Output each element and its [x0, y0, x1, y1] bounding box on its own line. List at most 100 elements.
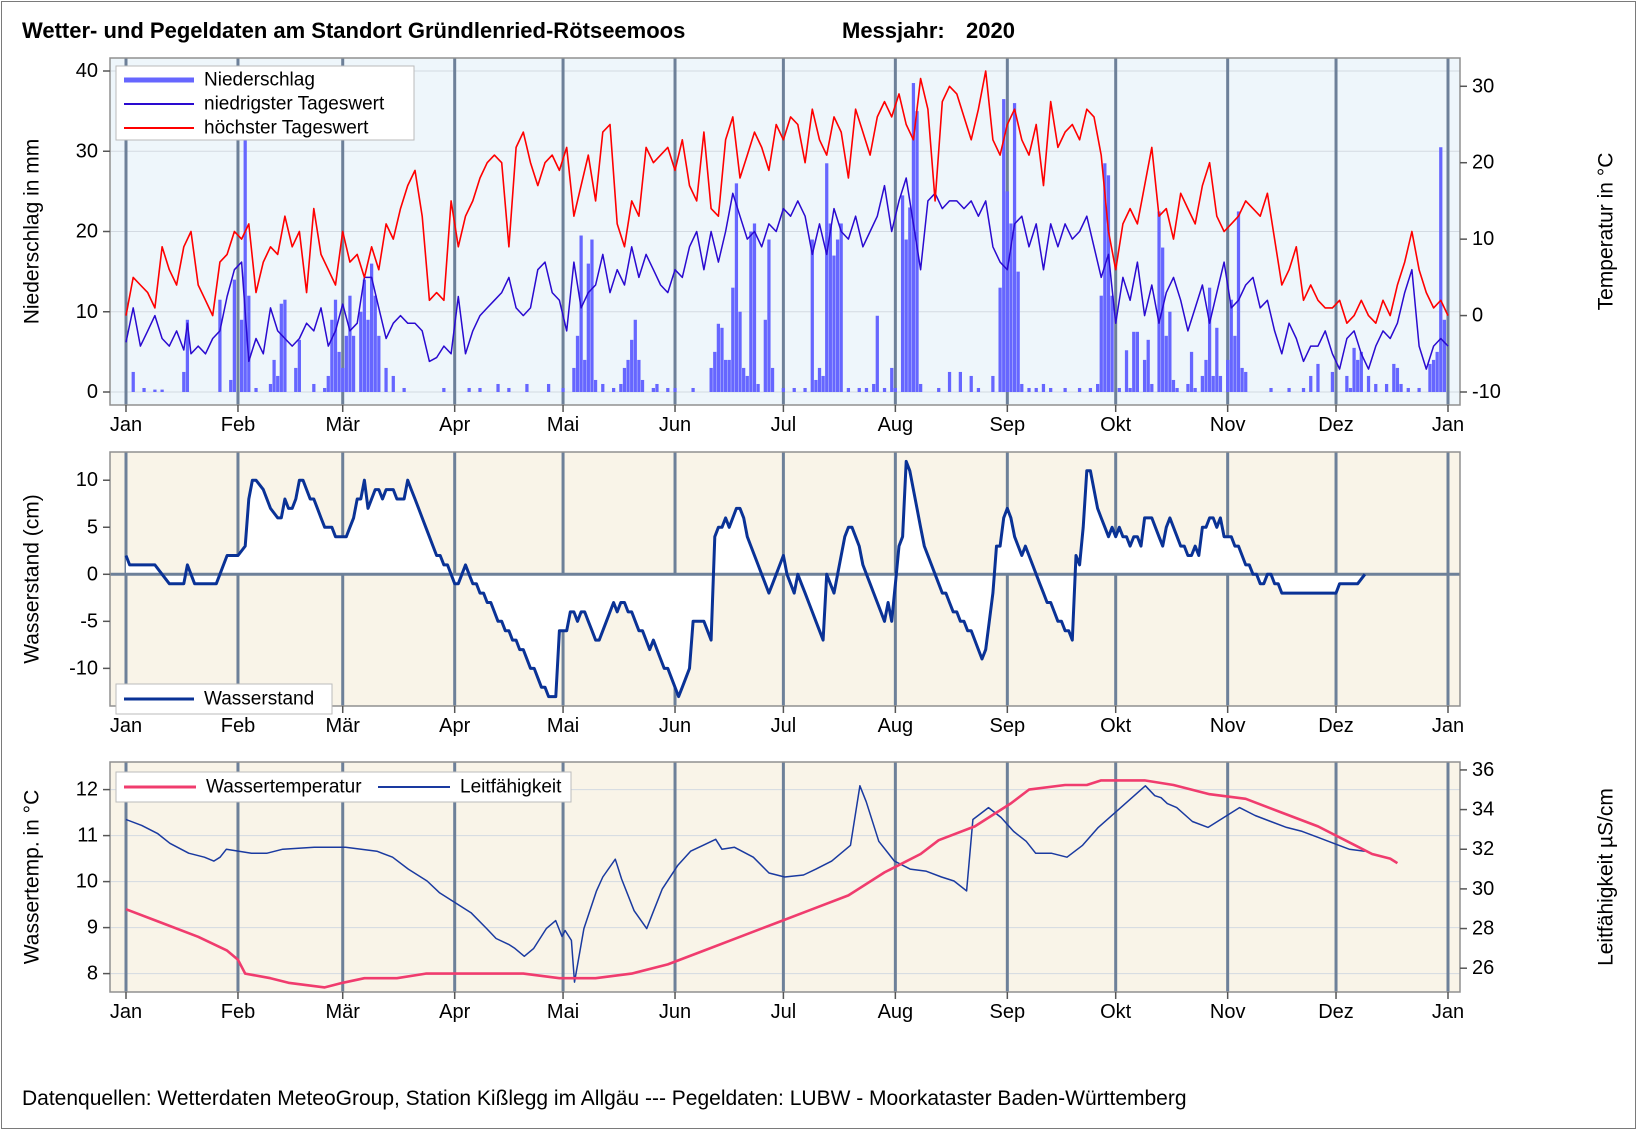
precipitation-bar — [1233, 335, 1237, 392]
precip-panel-legend-label: Niederschlag — [204, 70, 315, 91]
precipitation-bar — [651, 387, 655, 392]
precipitation-bar — [1088, 387, 1093, 392]
watertemp-panel-y2-tick-label: 30 — [1472, 878, 1494, 900]
precip-panel-legend-label: höchster Tageswert — [204, 118, 369, 139]
precipitation-bar — [749, 231, 753, 392]
precipitation-bar — [1193, 387, 1197, 392]
precipitation-bar — [1207, 287, 1212, 392]
precipitation-bar — [1041, 383, 1046, 392]
watertemp-panel-x-tick-label: Jan — [110, 1001, 142, 1023]
precipitation-bar — [1175, 387, 1179, 392]
watertemp-panel-legend-label: Wassertemperatur — [206, 777, 362, 798]
precipitation-bar — [182, 371, 186, 392]
precipitation-bar — [153, 389, 157, 392]
precipitation-bar — [1132, 331, 1136, 392]
precipitation-bar — [947, 371, 952, 392]
precip-panel-x-tick-label: Jun — [659, 414, 691, 436]
precipitation-bar — [727, 359, 731, 392]
precipitation-bar — [348, 295, 352, 392]
precipitation-bar — [666, 387, 670, 392]
precipitation-bar — [655, 383, 659, 392]
precipitation-bar — [1157, 211, 1161, 392]
precipitation-bar — [1269, 387, 1273, 392]
watertemp-panel-y-tick-label: 10 — [76, 871, 98, 893]
level-panel-y-tick-label: -5 — [80, 610, 98, 632]
precipitation-bar — [1142, 359, 1147, 392]
precipitation-bar — [1428, 363, 1432, 392]
precipitation-bar — [268, 383, 273, 392]
precipitation-bar — [160, 389, 164, 392]
precipitation-bar — [1359, 351, 1363, 392]
precipitation-bar — [1189, 351, 1194, 392]
precipitation-bar — [626, 359, 630, 392]
watertemp-panel-x-tick-label: Sep — [990, 1001, 1026, 1023]
precip-panel-x-tick-label: Dez — [1318, 414, 1354, 436]
watertemp-panel-x-tick-label: Nov — [1210, 1001, 1246, 1023]
precipitation-bar — [1366, 375, 1371, 392]
precip-panel-x-tick-label: Okt — [1100, 414, 1132, 436]
precipitation-bar — [341, 367, 345, 392]
precipitation-bar — [637, 359, 641, 392]
precipitation-bar — [333, 299, 338, 392]
precipitation-bar — [846, 387, 851, 392]
precipitation-bar — [507, 387, 511, 392]
precipitation-bar — [911, 83, 916, 392]
precipitation-bar — [1099, 295, 1103, 392]
precipitation-bar — [1345, 375, 1349, 392]
precipitation-bar — [738, 311, 742, 392]
precipitation-bar — [391, 375, 395, 392]
precipitation-bar — [742, 367, 746, 392]
precipitation-bar — [1352, 347, 1356, 392]
precipitation-bar — [763, 319, 767, 392]
precipitation-bar — [351, 335, 356, 392]
precip-panel-y-tick-label: 20 — [76, 221, 98, 243]
precipitation-bar — [254, 387, 258, 392]
precipitation-bar — [1150, 383, 1154, 392]
precipitation-bar — [767, 239, 771, 392]
watertemp-panel-x-tick-label: Jan — [1432, 1001, 1464, 1023]
precipitation-bar — [1135, 331, 1139, 392]
watertemp-panel-y-tick-label: 11 — [77, 825, 98, 847]
precipitation-bar — [709, 367, 713, 392]
precipitation-bar — [601, 383, 605, 392]
precipitation-bar — [312, 383, 316, 392]
level-panel-y-tick-label: 5 — [87, 516, 98, 538]
precipitation-bar — [359, 311, 363, 392]
precip-panel-x-tick-label: Feb — [221, 414, 255, 436]
watertemp-panel-y2-tick-label: 36 — [1472, 759, 1494, 781]
precipitation-bar — [561, 387, 565, 392]
precipitation-bar — [723, 359, 728, 392]
precipitation-bar — [908, 207, 912, 392]
precipitation-bar — [593, 379, 598, 392]
precipitation-bar — [1287, 387, 1291, 392]
watertemp-panel-y2-tick-label: 26 — [1472, 957, 1494, 979]
precipitation-bar — [243, 139, 247, 392]
precipitation-bar — [1439, 147, 1443, 392]
precip-panel-y2-tick-label: 20 — [1472, 152, 1494, 174]
precipitation-bar — [572, 367, 576, 392]
precipitation-bar — [1226, 359, 1230, 392]
precipitation-bar — [745, 375, 749, 392]
precipitation-bar — [1164, 335, 1168, 392]
precipitation-bar — [384, 367, 388, 392]
precipitation-bar — [229, 379, 233, 392]
precipitation-bar — [1128, 387, 1132, 392]
precip-panel-y2-tick-label: -10 — [1472, 381, 1501, 403]
precipitation-bar — [1009, 223, 1013, 392]
precipitation-bar — [377, 335, 381, 392]
precip-panel-x-tick-label: Sep — [990, 414, 1026, 436]
precipitation-bar — [344, 335, 348, 392]
level-panel-x-tick-label: Jan — [1432, 715, 1464, 737]
watertemp-panel-x-tick-label: Jul — [771, 1001, 797, 1023]
watertemp-panel-x-tick-label: Okt — [1100, 1001, 1132, 1023]
data-source-note: Datenquellen: Wetterdaten MeteoGroup, St… — [22, 1087, 1187, 1110]
precipitation-bar — [875, 315, 879, 392]
watertemp-panel-y2-tick-label: 28 — [1472, 918, 1494, 940]
precipitation-bar — [1309, 375, 1313, 392]
precipitation-bar — [640, 379, 645, 392]
watertemp-panel-x-tick-label: Jun — [659, 1001, 691, 1023]
precipitation-bar — [770, 367, 775, 392]
precipitation-bar — [937, 387, 941, 392]
level-panel-y-tick-label: 10 — [76, 469, 98, 491]
precipitation-bar — [904, 239, 908, 392]
